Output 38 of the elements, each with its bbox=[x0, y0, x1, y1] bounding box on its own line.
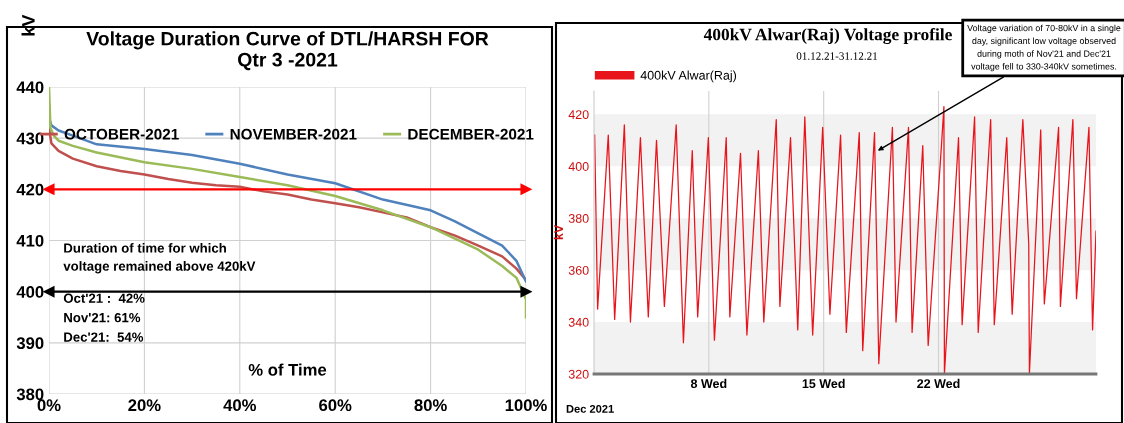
y-tick-label: 400 bbox=[16, 286, 44, 298]
x-tick-label: 15 Wed bbox=[802, 378, 845, 389]
y-tick-label: 380 bbox=[568, 214, 589, 223]
chart-title: 400kV Alwar(Raj) Voltage profile bbox=[703, 27, 952, 45]
x-tick-label: 40% bbox=[223, 399, 257, 412]
legend-label: NOVEMBER-2021 bbox=[230, 128, 357, 140]
x-tick-label: 100% bbox=[505, 399, 547, 412]
y-axis-title: kV bbox=[553, 224, 563, 240]
text: Dec 2021 bbox=[566, 404, 614, 413]
y-tick-label: 320 bbox=[568, 369, 589, 379]
y-tick-label: 360 bbox=[568, 265, 589, 275]
legend-label: 400kV Alwar(Raj) bbox=[640, 70, 737, 83]
y-tick-label: 430 bbox=[16, 132, 44, 145]
x-tick-label: 80% bbox=[414, 399, 447, 412]
x-axis-title: % of Time bbox=[248, 363, 327, 376]
x-tick-label: 0% bbox=[37, 399, 61, 412]
y-tick-label: 410 bbox=[16, 234, 44, 247]
y-tick-label: 420 bbox=[568, 110, 589, 120]
annotation: Oct'21 : 42% bbox=[63, 293, 145, 303]
y-tick-label: 380 bbox=[16, 388, 44, 401]
y-tick-label: 440 bbox=[16, 81, 44, 94]
legend-label: DECEMBER-2021 bbox=[408, 128, 534, 140]
annotation: Duration of time for which voltage remained above 420kV bbox=[63, 243, 256, 274]
annotation: Nov'21: 61% bbox=[64, 312, 141, 323]
x-tick-label: 60% bbox=[319, 399, 352, 412]
chart-subtitle: 01.12.21-31.12.21 bbox=[796, 52, 878, 60]
x-tick-label: 20% bbox=[128, 399, 161, 412]
y-tick-label: 390 bbox=[16, 337, 44, 350]
chart-title: Voltage Duration Curve of DTL/HARSH FOR Qtr 3 -2021 bbox=[86, 31, 489, 71]
x-tick-label: 8 Wed bbox=[690, 378, 727, 389]
annotation: Dec'21: 54% bbox=[64, 332, 144, 342]
y-axis-title: kV bbox=[21, 14, 35, 36]
line-series bbox=[594, 105, 1096, 374]
y-tick-label: 340 bbox=[568, 317, 589, 327]
annotation: Voltage variation of 70-80kV in a single day, significant low voltage observed during moth of Nov'21 and Dec'21 voltage fell to 330-340kV sometimes. bbox=[967, 24, 1121, 72]
y-tick-label: 420 bbox=[16, 183, 44, 196]
x-tick-label: 22 Wed bbox=[917, 378, 960, 389]
y-tick-label: 400 bbox=[568, 162, 589, 171]
